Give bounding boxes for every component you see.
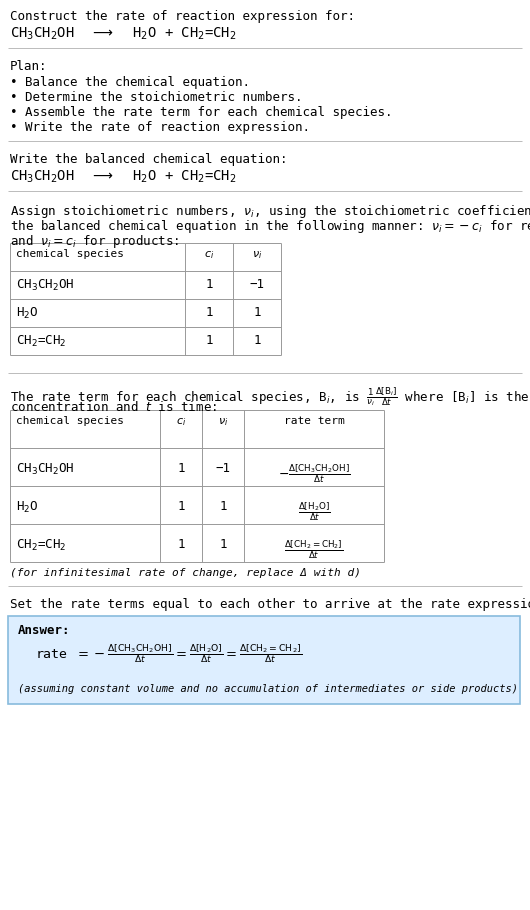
Text: The rate term for each chemical species, B$_i$, is $\frac{1}{\nu_i}\frac{\Delta[: The rate term for each chemical species,… — [10, 385, 530, 408]
Text: CH$_2$=CH$_2$: CH$_2$=CH$_2$ — [16, 538, 66, 553]
Text: • Determine the stoichiometric numbers.: • Determine the stoichiometric numbers. — [10, 91, 303, 104]
Text: • Balance the chemical equation.: • Balance the chemical equation. — [10, 76, 250, 89]
FancyBboxPatch shape — [8, 616, 520, 704]
Text: 1: 1 — [205, 334, 213, 347]
Text: Set the rate terms equal to each other to arrive at the rate expression:: Set the rate terms equal to each other t… — [10, 598, 530, 611]
Text: −1: −1 — [250, 278, 264, 291]
Text: 1: 1 — [177, 462, 185, 475]
Text: rate $= -\frac{\Delta[\mathrm{CH_3CH_2OH}]}{\Delta t} = \frac{\Delta[\mathrm{H_2: rate $= -\frac{\Delta[\mathrm{CH_3CH_2OH… — [35, 642, 302, 665]
Text: Assign stoichiometric numbers, $\nu_i$, using the stoichiometric coefficients, $: Assign stoichiometric numbers, $\nu_i$, … — [10, 203, 530, 220]
Text: • Write the rate of reaction expression.: • Write the rate of reaction expression. — [10, 121, 310, 134]
Text: $-\frac{\Delta[\mathrm{CH_3CH_2OH}]}{\Delta t}$: $-\frac{\Delta[\mathrm{CH_3CH_2OH}]}{\De… — [278, 462, 350, 485]
Text: Construct the rate of reaction expression for:: Construct the rate of reaction expressio… — [10, 10, 355, 23]
Text: chemical species: chemical species — [16, 249, 124, 259]
Text: $\frac{\Delta[\mathrm{CH_2{=}CH_2}]}{\Delta t}$: $\frac{\Delta[\mathrm{CH_2{=}CH_2}]}{\De… — [284, 538, 343, 561]
Text: 1: 1 — [205, 278, 213, 291]
Text: 1: 1 — [219, 500, 227, 513]
Text: $\frac{\Delta[\mathrm{H_2O}]}{\Delta t}$: $\frac{\Delta[\mathrm{H_2O}]}{\Delta t}$ — [298, 500, 330, 522]
Text: H$_2$O: H$_2$O — [16, 500, 39, 515]
Text: 1: 1 — [253, 306, 261, 319]
Text: 1: 1 — [253, 334, 261, 347]
Text: chemical species: chemical species — [16, 416, 124, 426]
Text: $c_i$: $c_i$ — [176, 416, 186, 428]
Text: CH$_3$CH$_2$OH: CH$_3$CH$_2$OH — [16, 278, 74, 293]
Text: CH$_3$CH$_2$OH: CH$_3$CH$_2$OH — [16, 462, 74, 477]
Text: $c_i$: $c_i$ — [204, 249, 214, 261]
Text: and $\nu_i = c_i$ for products:: and $\nu_i = c_i$ for products: — [10, 233, 179, 250]
Text: CH$_3$CH$_2$OH  $\longrightarrow$  H$_2$O + CH$_2$=CH$_2$: CH$_3$CH$_2$OH $\longrightarrow$ H$_2$O … — [10, 169, 236, 186]
Text: CH$_3$CH$_2$OH  $\longrightarrow$  H$_2$O + CH$_2$=CH$_2$: CH$_3$CH$_2$OH $\longrightarrow$ H$_2$O … — [10, 26, 236, 43]
Text: • Assemble the rate term for each chemical species.: • Assemble the rate term for each chemic… — [10, 106, 393, 119]
Text: 1: 1 — [219, 538, 227, 551]
Text: CH$_2$=CH$_2$: CH$_2$=CH$_2$ — [16, 334, 66, 349]
Text: $\nu_i$: $\nu_i$ — [252, 249, 262, 261]
Text: 1: 1 — [177, 538, 185, 551]
Text: H$_2$O: H$_2$O — [16, 306, 39, 321]
Text: Write the balanced chemical equation:: Write the balanced chemical equation: — [10, 153, 287, 166]
Text: the balanced chemical equation in the following manner: $\nu_i = -c_i$ for react: the balanced chemical equation in the fo… — [10, 218, 530, 235]
Text: concentration and $t$ is time:: concentration and $t$ is time: — [10, 400, 217, 414]
Text: Answer:: Answer: — [18, 624, 70, 637]
Text: (for infinitesimal rate of change, replace Δ with d): (for infinitesimal rate of change, repla… — [10, 568, 361, 578]
Text: 1: 1 — [177, 500, 185, 513]
Text: (assuming constant volume and no accumulation of intermediates or side products): (assuming constant volume and no accumul… — [18, 684, 518, 694]
Text: −1: −1 — [216, 462, 231, 475]
Text: Plan:: Plan: — [10, 60, 48, 73]
Text: $\nu_i$: $\nu_i$ — [218, 416, 228, 428]
Text: rate term: rate term — [284, 416, 344, 426]
Text: 1: 1 — [205, 306, 213, 319]
